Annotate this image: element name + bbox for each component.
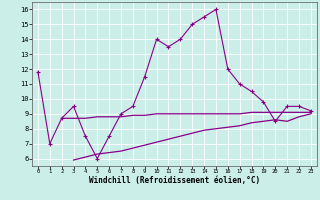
X-axis label: Windchill (Refroidissement éolien,°C): Windchill (Refroidissement éolien,°C) xyxy=(89,176,260,185)
